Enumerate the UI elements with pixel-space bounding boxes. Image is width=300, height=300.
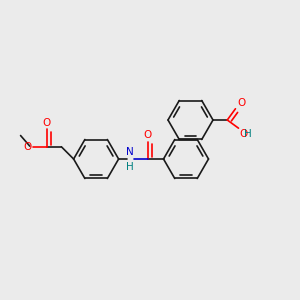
Text: H: H — [126, 162, 133, 172]
Text: O: O — [239, 129, 248, 139]
Text: O: O — [43, 118, 51, 128]
Text: H: H — [244, 129, 252, 139]
Text: O: O — [237, 98, 245, 108]
Text: O: O — [24, 142, 32, 152]
Text: O: O — [144, 130, 152, 140]
Text: N: N — [126, 147, 133, 157]
